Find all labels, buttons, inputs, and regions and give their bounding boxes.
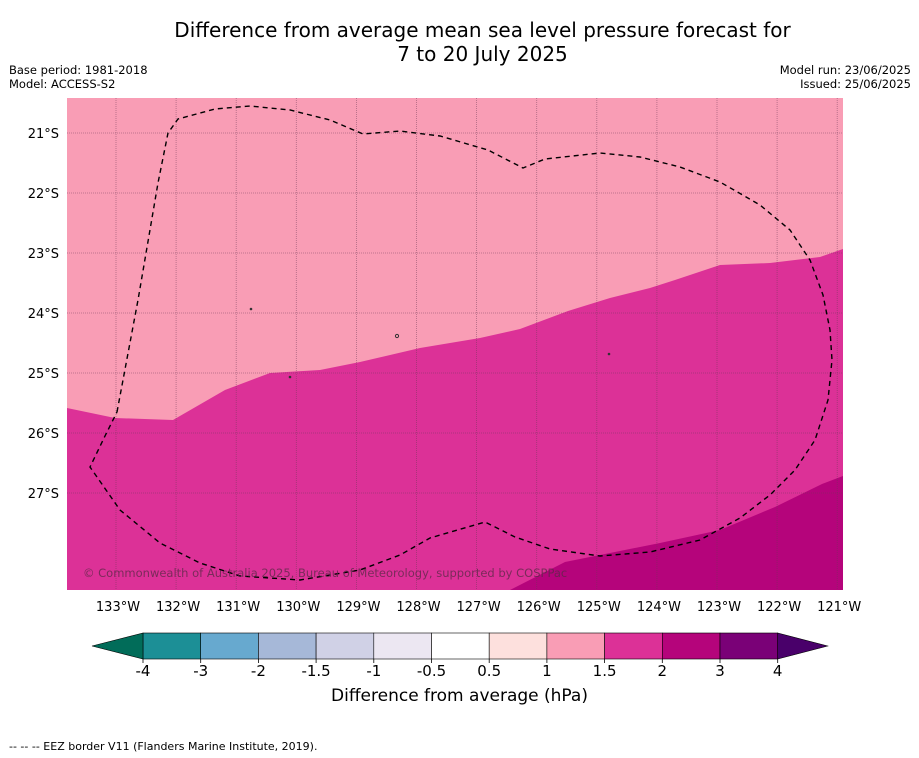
- colorbar-tick-label: 2: [658, 662, 668, 680]
- footnote: -- -- -- EEZ border V11 (Flanders Marine…: [9, 740, 318, 753]
- colorbar-tick-label: 4: [773, 662, 783, 680]
- pressure-band-1.5-to-2: [67, 249, 843, 590]
- colorbar-label: Difference from average (hPa): [331, 686, 588, 706]
- colorbar-segment: [604, 632, 663, 660]
- graticule: [67, 98, 843, 590]
- colorbar-extend-low: [91, 632, 144, 660]
- colorbar-segment: [661, 632, 721, 660]
- latitude-label: 24°S: [28, 307, 59, 322]
- longitude-label: 122°W: [757, 600, 801, 615]
- colorbar-segment: [200, 632, 259, 660]
- island-dot: [249, 307, 253, 311]
- colorbar-extend-high: [777, 632, 829, 660]
- colorbar: -4 -3 -2 -1.5 -1 -0.5 0.5 1 1.5 2 3 4: [91, 632, 829, 680]
- latitude-label: 27°S: [28, 487, 59, 502]
- colorbar-tick-label: 3: [715, 662, 725, 680]
- longitude-label: 126°W: [517, 600, 561, 615]
- colorbar-tick-label: -1.5: [301, 662, 330, 680]
- latitude-label: 25°S: [28, 367, 59, 382]
- island-dot: [607, 352, 611, 356]
- colorbar-segment: [546, 632, 605, 660]
- issued-date: Issued: 25/06/2025: [800, 77, 911, 91]
- longitude-labels: 133°W 132°W 131°W 130°W 129°W 128°W 127°W 126°W…: [96, 600, 862, 615]
- colorbar-tick-label: -2: [251, 662, 266, 680]
- meta-left: Base period: 1981-2018 Model: ACCESS-S2: [9, 63, 148, 91]
- longitude-label: 128°W: [396, 600, 440, 615]
- colorbar-segment: [719, 632, 779, 660]
- longitude-label: 130°W: [276, 600, 320, 615]
- longitude-label: 121°W: [817, 600, 861, 615]
- colorbar-segment: [315, 632, 375, 660]
- pressure-band-2-to-3: [510, 476, 843, 590]
- chart-title: Difference from average mean sea level p…: [0, 18, 919, 66]
- longitude-label: 124°W: [637, 600, 681, 615]
- colorbar-segment: [431, 632, 490, 660]
- latitude-labels: 21°S 22°S 23°S 24°S 25°S 26°S 27°S: [28, 127, 59, 502]
- colorbar-tick-label: 1.5: [593, 662, 617, 680]
- longitude-label: 133°W: [96, 600, 140, 615]
- meta-right: Model run: 23/06/2025 Issued: 25/06/2025: [780, 63, 911, 91]
- colorbar-tick-label: -0.5: [417, 662, 446, 680]
- colorbar-segment: [488, 632, 548, 660]
- colorbar-segment: [373, 632, 432, 660]
- longitude-label: 123°W: [697, 600, 741, 615]
- title-line-2: 7 to 20 July 2025: [397, 42, 568, 66]
- longitude-label: 131°W: [216, 600, 260, 615]
- longitude-label: 129°W: [336, 600, 380, 615]
- map-copyright: © Commonwealth of Australia 2025, Bureau…: [83, 566, 567, 580]
- colorbar-tick-label: -1: [366, 662, 381, 680]
- title-line-1: Difference from average mean sea level p…: [174, 18, 791, 42]
- colorbar-segment: [258, 632, 317, 660]
- island-dot: [288, 375, 292, 379]
- latitude-label: 22°S: [28, 187, 59, 202]
- latitude-label: 26°S: [28, 427, 59, 442]
- eez-border: [89, 105, 833, 581]
- model-name: Model: ACCESS-S2: [9, 77, 116, 91]
- longitude-label: 125°W: [577, 600, 621, 615]
- colorbar-tick-label: 0.5: [477, 662, 501, 680]
- colorbar-segment: [142, 632, 202, 660]
- colorbar-tick-label: 1: [542, 662, 552, 680]
- map-area: © Commonwealth of Australia 2025, Bureau…: [67, 98, 843, 590]
- colorbar-tick-label: -3: [193, 662, 208, 680]
- latitude-label: 21°S: [28, 127, 59, 142]
- island-markers: [249, 307, 611, 379]
- longitude-label: 127°W: [457, 600, 501, 615]
- base-period: Base period: 1981-2018: [9, 63, 148, 77]
- colorbar-tick-label: -4: [136, 662, 151, 680]
- island-dot: [394, 333, 400, 339]
- model-run: Model run: 23/06/2025: [779, 63, 911, 77]
- longitude-label: 132°W: [156, 600, 200, 615]
- latitude-label: 23°S: [28, 247, 59, 262]
